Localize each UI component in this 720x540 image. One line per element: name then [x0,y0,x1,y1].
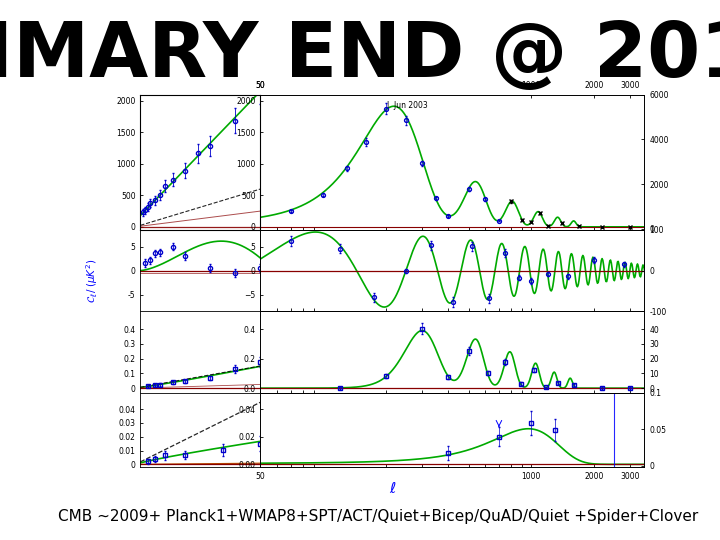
Text: PRIMARY END @ 2012?: PRIMARY END @ 2012? [0,19,720,93]
Text: $\mathcal{C}_\ell\,/\,(\mu K^2)$: $\mathcal{C}_\ell\,/\,(\mu K^2)$ [84,259,100,303]
Text: $\ell$: $\ell$ [389,481,396,496]
Text: I  Jun 2003: I Jun 2003 [387,101,428,110]
Text: CMB ~2009+ Planck1+WMAP8+SPT/ACT/Quiet+Bicep/QuAD/Quiet +Spider+Clover: CMB ~2009+ Planck1+WMAP8+SPT/ACT/Quiet+B… [58,509,698,524]
